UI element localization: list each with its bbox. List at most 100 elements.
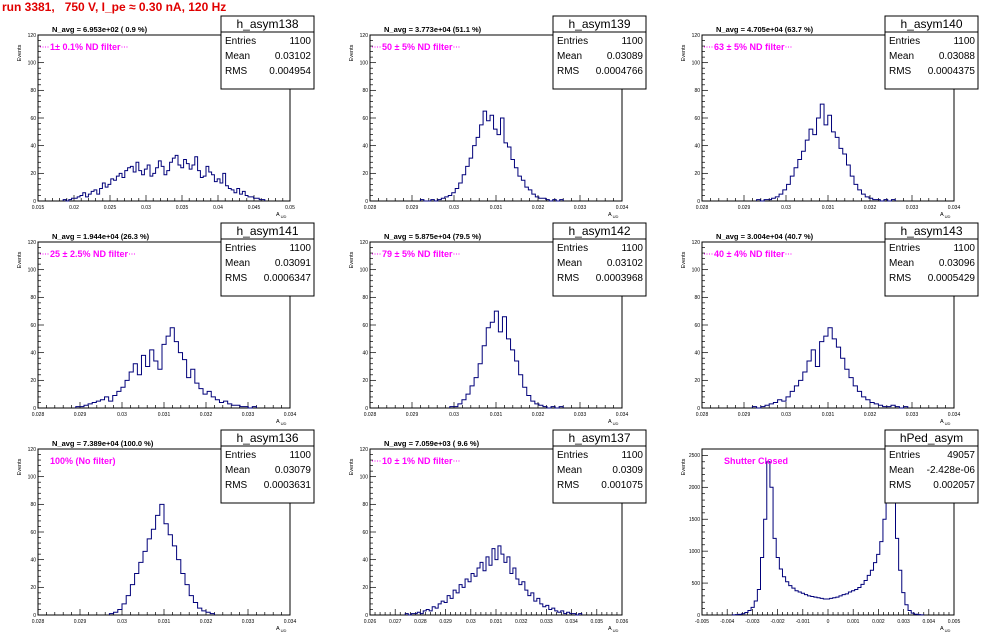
stats-box [552,222,647,297]
y-tick-label: 0 [33,406,36,412]
filter-label: 79 ± 5% ND filter [382,249,453,259]
x-tick-label: 0.031 [490,412,503,418]
stats-value: 1100 [289,243,311,254]
stats-title: h_asym136 [236,431,298,445]
stats-title: hPed_asym [900,431,963,445]
stats-key: Entries [225,450,256,461]
y-tick-label: 100 [360,267,369,273]
histogram-bars [419,110,564,202]
filter-label: Shutter Closed [724,456,788,466]
y-axis-label: Events [349,44,355,61]
navg-annotation: N_avg = 3.773e+04 (51.1 %) [384,25,482,34]
x-tick-label: -0.002 [771,619,785,625]
filter-label: 63 ± 5% ND filter [714,42,785,52]
filter-label: 50 ± 5% ND filter [382,42,453,52]
x-tick-label: 0.03 [117,619,127,625]
stats-title: h_asym140 [900,17,962,31]
histogram-svg: 0 20 40 60 80 100 120 0.028 0.029 0.03 0.031 0.032 0… [349,222,647,426]
x-axis-label: AUD [608,212,619,219]
y-tick-label: 80 [30,502,36,508]
stats-key: RMS [225,480,248,491]
y-tick-label: 120 [692,240,701,246]
x-axis-label: AUD [608,419,619,426]
y-tick-label: 60 [30,323,36,329]
stats-key: Entries [557,243,588,254]
x-tick-label: 0.003 [897,619,910,625]
stats-box [220,429,315,504]
x-tick-label: 0.033 [242,619,255,625]
histogram-bars [449,310,564,409]
y-tick-label: 20 [694,378,700,384]
x-tick-label: 0.034 [284,412,297,418]
y-tick-label: 40 [362,350,368,356]
stats-key: Mean [225,465,250,476]
y-tick-label: 0 [697,613,700,619]
histogram-bars [751,327,909,409]
navg-annotation: N_avg = 3.004e+04 (40.7 %) [716,232,814,241]
stats-key: Entries [225,243,256,254]
y-tick-label: 60 [694,116,700,122]
stats-value: 0.03091 [275,258,312,269]
x-tick-label: 0.028 [364,205,377,211]
y-tick-label: 20 [694,171,700,177]
x-tick-label: 0.029 [406,412,419,418]
y-tick-label: 100 [28,267,37,273]
y-tick-label: 120 [360,447,369,453]
x-tick-label: 0.03 [141,205,151,211]
x-tick-label: 0.029 [74,619,87,625]
stats-value: 0.0004375 [928,66,976,77]
stats-value: 1100 [621,450,643,461]
x-tick-label: 0 [827,619,830,625]
stats-value: 1100 [953,36,975,47]
stats-value: 0.03096 [939,258,976,269]
y-tick-label: 60 [694,323,700,329]
x-tick-label: -0.004 [720,619,734,625]
stats-title: h_asym138 [236,17,298,31]
x-tick-label: 0.034 [616,412,629,418]
stats-value: 1100 [621,36,643,47]
histogram-pad-h_asym141: 0 20 40 60 80 100 120 0.028 0.029 0.03 0.031 0.032 0… [0,222,332,429]
y-tick-label: 0 [33,613,36,619]
y-tick-label: 80 [30,88,36,94]
x-tick-label: 0.002 [872,619,885,625]
stats-key: RMS [557,273,580,284]
x-tick-label: 0.05 [285,205,295,211]
x-tick-label: 0.029 [406,205,419,211]
x-axis-label: AUD [276,626,287,633]
histogram-bars [756,103,896,202]
x-tick-label: -0.005 [695,619,709,625]
y-tick-label: 120 [692,33,701,39]
y-axis-label: Events [17,458,23,475]
stats-key: Entries [557,450,588,461]
y-tick-label: 20 [30,378,36,384]
y-tick-label: 40 [30,557,36,563]
y-axis-label: Events [349,458,355,475]
stats-key: Entries [889,36,920,47]
stats-value: 0.0003631 [264,480,312,491]
y-tick-label: 80 [694,88,700,94]
x-tick-label: 0.03 [781,205,791,211]
y-tick-label: 80 [30,295,36,301]
y-axis-label: Events [17,44,23,61]
stats-key: RMS [889,273,912,284]
histogram-bars [62,154,266,202]
stats-box [220,222,315,297]
x-tick-label: 0.035 [591,619,604,625]
x-tick-label: 0.045 [248,205,261,211]
stats-title: h_asym137 [568,431,630,445]
stats-title: h_asym141 [236,224,298,238]
y-tick-label: 60 [362,323,368,329]
x-axis-label: AUD [940,419,951,426]
y-tick-label: 1500 [689,517,700,523]
y-tick-label: 2000 [689,485,700,491]
y-tick-label: 40 [30,143,36,149]
x-tick-label: 0.031 [490,205,503,211]
stats-key: RMS [557,66,580,77]
stats-key: RMS [557,480,580,491]
x-tick-label: 0.026 [364,619,377,625]
stats-box [552,15,647,90]
x-tick-label: 0.033 [906,412,919,418]
stats-value: 0.0006347 [264,273,312,284]
y-tick-label: 0 [365,406,368,412]
